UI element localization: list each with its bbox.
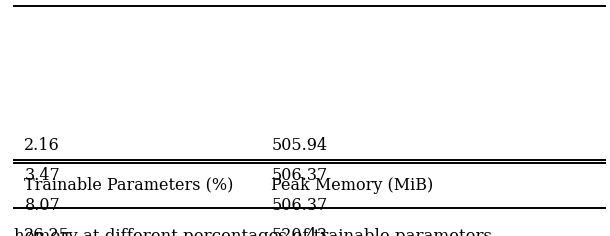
Text: hemory at different percentages of trainable parameters: hemory at different percentages of train… (15, 228, 492, 236)
Text: 2.16: 2.16 (24, 136, 60, 153)
Text: 505.94: 505.94 (271, 136, 328, 153)
Text: Trainable Parameters (%): Trainable Parameters (%) (24, 177, 234, 194)
Text: 506.37: 506.37 (271, 167, 328, 184)
Text: 26.25: 26.25 (24, 227, 70, 236)
Text: 506.37: 506.37 (271, 197, 328, 214)
Text: 3.47: 3.47 (24, 167, 60, 184)
Text: Peak Memory (MiB): Peak Memory (MiB) (271, 177, 434, 194)
Text: 8.07: 8.07 (24, 197, 60, 214)
Text: 520.43: 520.43 (271, 227, 328, 236)
